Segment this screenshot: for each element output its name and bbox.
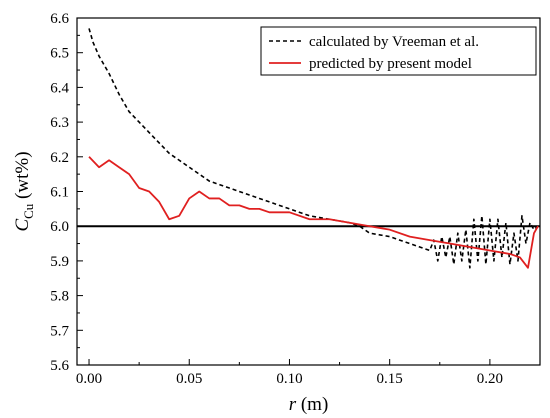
x-tick-label: 0.15: [377, 371, 403, 387]
series-line-0: [88, 28, 539, 269]
data-layer: [77, 28, 540, 269]
legend-label-present-model: predicted by present model: [309, 56, 472, 72]
legend-label-vreeman: calculated by Vreeman et al.: [309, 34, 479, 50]
series-line-1: [88, 156, 539, 269]
y-tick-label: 6.5: [50, 46, 69, 62]
y-tick-label: 6.0: [50, 219, 69, 235]
x-axis-title: r (m): [289, 394, 329, 415]
legend-box: [260, 26, 537, 76]
y-tick-label: 5.9: [50, 254, 69, 270]
y-tick-label: 6.3: [50, 115, 69, 131]
y-axis-subscript: Cu: [21, 203, 36, 219]
y-tick-label: 6.4: [50, 80, 69, 96]
x-tick-label: 0.05: [176, 371, 202, 387]
y-tick-label: 6.1: [50, 185, 69, 201]
y-tick-label: 5.8: [50, 289, 69, 305]
y-axis-unit: (wt%): [12, 151, 33, 203]
y-tick-label: 5.6: [50, 358, 69, 374]
x-axis-unit: (m): [296, 394, 328, 415]
x-tick-label: 0.00: [76, 371, 102, 387]
x-tick-label: 0.20: [477, 371, 503, 387]
ticks-layer: 0.00 0.05 0.10 0.15 0.20 5.6 5.7 5.8 5.9 6.0 6.1 6.…: [50, 11, 541, 387]
y-axis-variable: C: [12, 219, 33, 232]
y-axis-title: CCu (wt%): [12, 151, 36, 231]
y-tick-label: 6.6: [50, 11, 69, 27]
y-tick-label: 6.2: [50, 150, 69, 166]
legend: calculated by Vreeman et al. predicted b…: [260, 26, 537, 76]
x-axis-variable: r: [289, 394, 297, 415]
y-tick-label: 5.7: [50, 323, 69, 339]
x-tick-label: 0.10: [276, 371, 302, 387]
